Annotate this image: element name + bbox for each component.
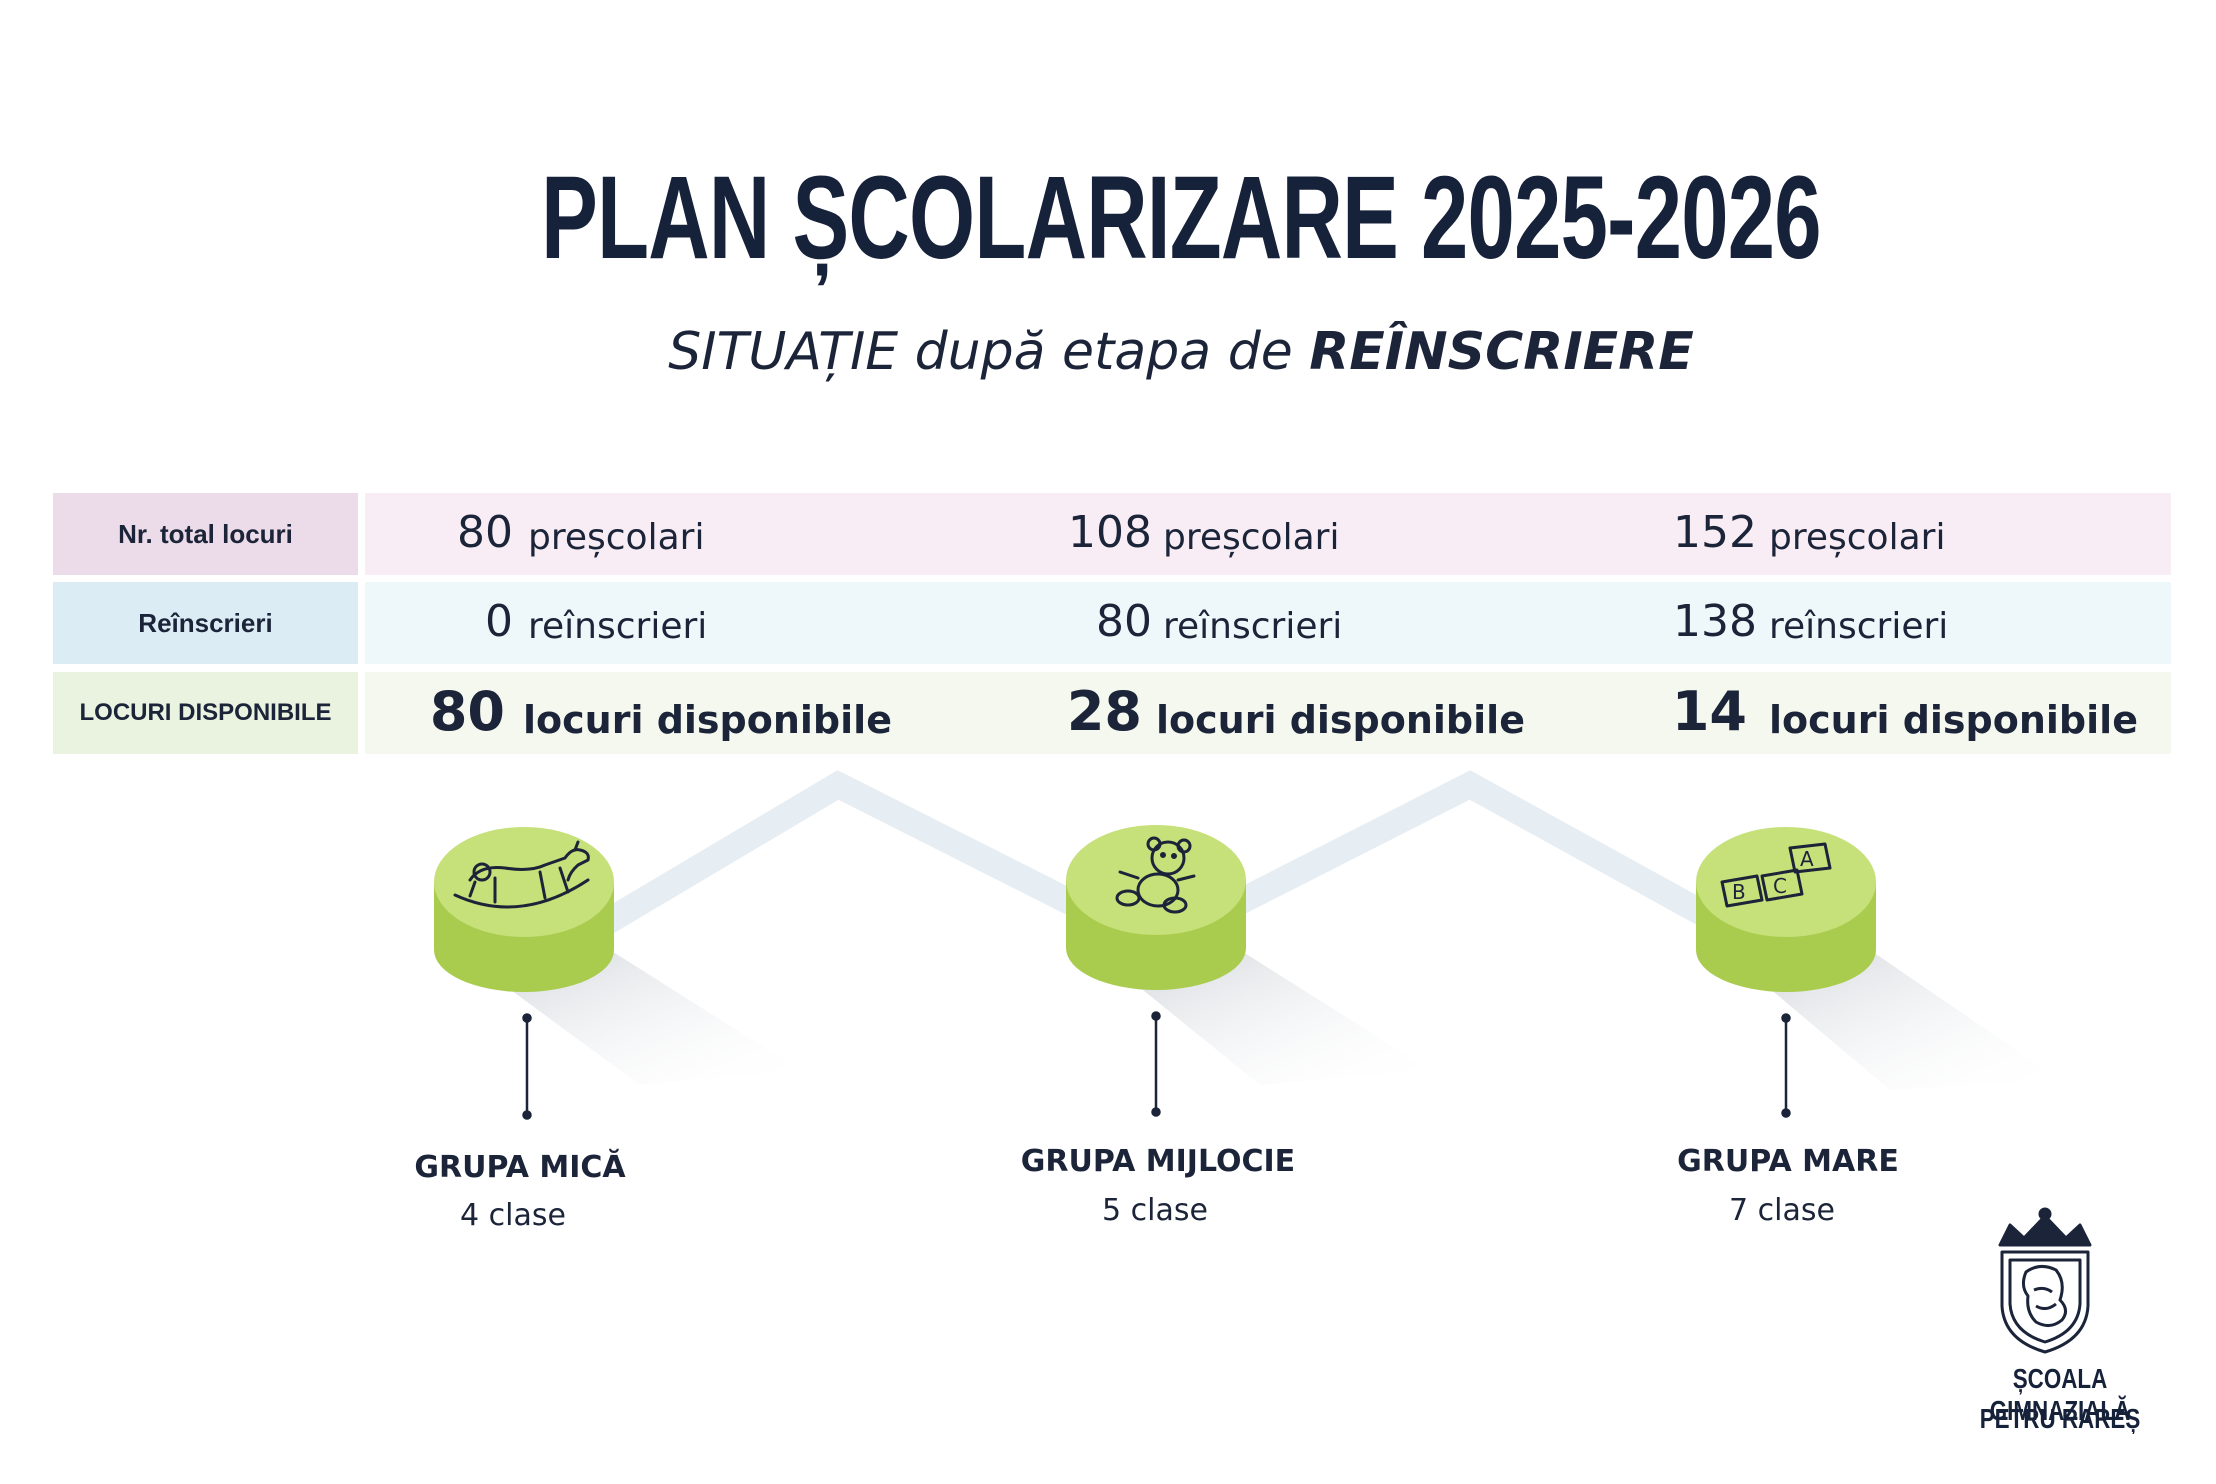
cell-unit: reînscrieri [1163,606,1343,647]
school-crest-icon [1998,1207,2092,1354]
group-classes-mijlocie: 5 clase [1102,1193,1208,1228]
subtitle-regular: SITUAȚIE după etapa de [668,322,1293,382]
subtitle-bold: REÎNSCRIERE [1309,322,1694,382]
cell-number: 28 [1066,680,1142,743]
connector-lines [522,1011,1791,1120]
school-name-line2: PETRU RAREȘ [1979,1403,2141,1434]
row-label: Reînscrieri [53,582,358,664]
row-locuri-disponibile: LOCURI DISPONIBILE 80 locuri disponibile… [53,672,2171,754]
row-label: Nr. total locuri [53,493,358,575]
cell-number: 80 [457,507,513,558]
group-name-mica: GRUPA MICĂ [414,1150,626,1185]
group-classes-mare: 7 clase [1729,1193,1835,1228]
row-label: LOCURI DISPONIBILE [53,672,358,754]
cell-unit: locuri disponibile [1769,698,2138,742]
group-name-mare: GRUPA MARE [1677,1144,1899,1179]
cell-number: 138 [1673,596,1757,647]
row-reinscrieri: Reînscrieri 0 reînscrieri 80 reînscrieri… [53,582,2171,664]
page-title: PLAN ȘCOLARIZARE 2025-2026 [541,152,1821,284]
cell-unit: preșcolari [1163,517,1340,558]
cell-unit: preșcolari [528,517,705,558]
page-subtitle: SITUAȚIE după etapa de REÎNSCRIERE [0,322,2216,382]
abc-blocks-icon [1720,842,1832,908]
cell-number: 108 [1068,507,1152,558]
block-letter-a: A [1800,847,1814,871]
row-total-locuri: Nr. total locuri 80 preșcolari 108 preșc… [53,493,2171,575]
teddy-bear-icon [1115,836,1196,914]
disc-grupa-mijlocie [1066,825,1246,990]
group-classes-mica: 4 clase [460,1198,566,1233]
cell-unit: reînscrieri [1769,606,1949,647]
cell-number: 152 [1673,507,1757,558]
row-cells: 80 preșcolari 108 preșcolari 152 preșcol… [365,493,2171,575]
cell-number: 14 [1671,680,1747,743]
cell-unit: preșcolari [1769,517,1946,558]
rocking-horse-icon [453,840,590,909]
cell-unit: locuri disponibile [523,698,892,742]
block-letter-b: B [1732,880,1746,904]
group-name-mijlocie: GRUPA MIJLOCIE [1020,1144,1296,1179]
row-cells: 0 reînscrieri 80 reînscrieri 138 reînscr… [365,582,2171,664]
disc-grupa-mare: A B C [1696,827,1876,992]
cell-unit: reînscrieri [528,606,708,647]
cell-number: 80 [1096,596,1152,647]
cell-number: 80 [429,680,505,743]
disc-grupa-mica [434,827,614,992]
cell-unit: locuri disponibile [1156,698,1525,742]
school-name-line1: ȘCOALA GIMNAZIALĂ [1989,1363,2131,1426]
row-cells: 80 locuri disponibile 28 locuri disponib… [365,672,2171,754]
cell-number: 0 [485,596,513,647]
block-letter-c: C [1773,874,1787,898]
